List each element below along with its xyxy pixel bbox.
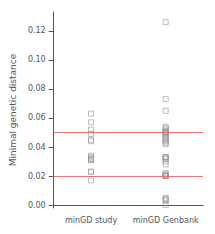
svg-text:0.10: 0.10 <box>28 55 46 64</box>
svg-text:0.06: 0.06 <box>28 113 46 122</box>
svg-text:minGD Genbank: minGD Genbank <box>133 216 199 225</box>
svg-text:0.02: 0.02 <box>28 172 46 181</box>
svg-text:0.00: 0.00 <box>28 201 46 210</box>
svg-text:0.12: 0.12 <box>28 26 46 35</box>
svg-text:minGD study: minGD study <box>65 216 117 225</box>
svg-text:0.04: 0.04 <box>28 143 46 152</box>
svg-text:0.08: 0.08 <box>28 84 46 93</box>
svg-text:Minimal genetic distance: Minimal genetic distance <box>8 53 18 166</box>
